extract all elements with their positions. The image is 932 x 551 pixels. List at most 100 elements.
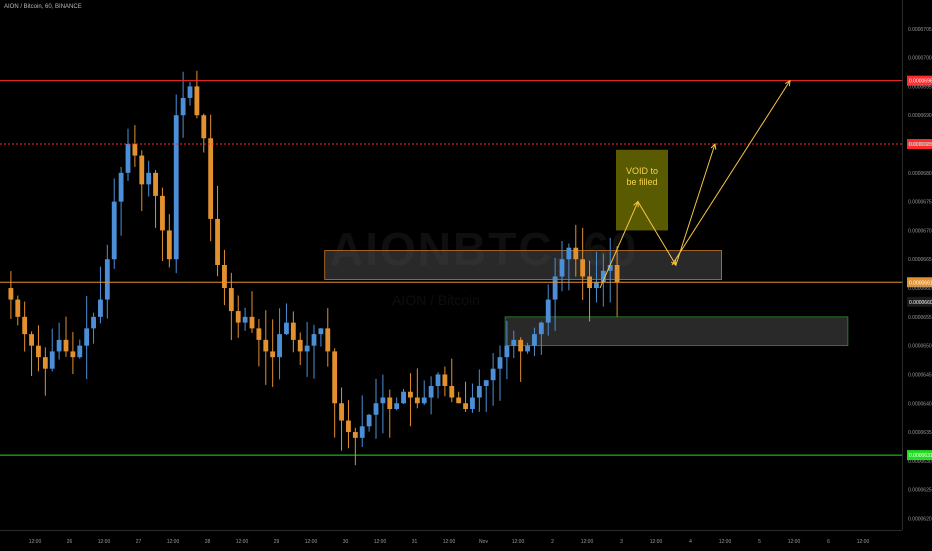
candle-body xyxy=(249,316,255,329)
void-note-line-0: VOID to xyxy=(626,166,658,176)
y-tick-label: 0.0000655 xyxy=(908,315,932,321)
x-tick-label: 29 xyxy=(274,539,280,545)
candle-body xyxy=(580,259,586,277)
candle-body xyxy=(284,322,289,335)
y-tick-label: 0.0000685 xyxy=(908,142,932,148)
candle-body xyxy=(497,357,503,369)
y-tick-label: 0.0000660 xyxy=(908,286,932,292)
x-tick-label: 12:00 xyxy=(650,539,663,545)
candle-body xyxy=(277,334,282,358)
candle-body xyxy=(91,316,96,329)
candle-body xyxy=(98,299,103,317)
level-tag-3 xyxy=(907,450,932,461)
candle-body xyxy=(504,345,510,358)
candle-body xyxy=(208,138,214,219)
y-tick-label: 0.0000695 xyxy=(908,84,932,90)
candle-body xyxy=(483,380,489,386)
candle-body xyxy=(325,328,331,352)
x-tick-label: Nov xyxy=(479,539,488,545)
y-tick-label: 0.0000690 xyxy=(908,113,932,119)
candle-body xyxy=(421,397,427,404)
candle-body xyxy=(545,299,551,323)
candle-body xyxy=(456,397,462,404)
candle-body xyxy=(463,403,468,410)
candle-body xyxy=(476,385,482,398)
price-tag-secondary xyxy=(907,296,932,307)
candle-body xyxy=(63,339,69,352)
x-tick-label: 28 xyxy=(205,539,211,545)
x-tick-label: 5 xyxy=(758,539,761,545)
x-tick-label: 2 xyxy=(551,539,554,545)
candle-body xyxy=(566,247,572,260)
x-tick-label: 3 xyxy=(620,539,623,545)
arrow-head-1 xyxy=(633,200,639,208)
candle-body xyxy=(118,172,124,202)
arrow-head-4 xyxy=(784,79,791,87)
candle-body xyxy=(132,144,138,156)
candle-body xyxy=(29,334,34,346)
y-tick-label: 0.0000630 xyxy=(908,459,932,465)
candle-body xyxy=(380,397,386,404)
level-tag-label-3: 0.0000631 xyxy=(909,453,932,459)
x-tick-label: 12:00 xyxy=(512,539,525,545)
candle-body xyxy=(352,432,358,438)
candle-body xyxy=(304,345,310,352)
candle-body xyxy=(511,339,517,346)
candle-body xyxy=(600,270,606,283)
x-tick-label: 12:00 xyxy=(167,539,180,545)
candle-body xyxy=(387,397,393,410)
candle-body xyxy=(160,195,165,231)
candle-body xyxy=(435,374,441,386)
candle-body xyxy=(339,403,344,421)
candle-body xyxy=(614,265,620,283)
watermark-description: AION / Bitcoin xyxy=(392,292,480,308)
candle-body xyxy=(346,420,351,433)
level-tag-0 xyxy=(907,75,932,86)
candle-body xyxy=(180,97,186,116)
candle-body xyxy=(201,115,207,139)
candle-body xyxy=(311,334,317,346)
price-axis[interactable] xyxy=(902,0,932,530)
candle-body xyxy=(84,328,90,346)
candle-body xyxy=(187,86,193,98)
x-tick-label: 12:00 xyxy=(581,539,594,545)
x-tick-label: 12:00 xyxy=(236,539,249,545)
candle-body xyxy=(552,276,558,300)
x-tick-label: 6 xyxy=(827,539,830,545)
candle-body xyxy=(242,316,248,323)
candle-body xyxy=(401,391,406,404)
candle-body xyxy=(111,201,117,260)
y-tick-label: 0.0000635 xyxy=(908,430,932,436)
y-tick-label: 0.0000665 xyxy=(908,257,932,263)
candle-body xyxy=(256,328,262,340)
candle-body xyxy=(235,311,241,323)
level-tag-2 xyxy=(907,277,932,288)
candle-body xyxy=(559,259,565,277)
y-tick-label: 0.0000700 xyxy=(908,56,932,62)
candle-body xyxy=(222,265,227,289)
candle-body xyxy=(166,230,172,260)
time-axis[interactable] xyxy=(0,530,902,551)
candle-body xyxy=(22,316,28,335)
candle-body xyxy=(215,218,220,265)
candle-body xyxy=(332,351,338,404)
arrow-head-3 xyxy=(710,142,717,150)
x-tick-label: 4 xyxy=(689,539,692,545)
candle-body xyxy=(428,385,434,398)
candle-body xyxy=(538,322,544,335)
candle-body xyxy=(297,339,303,352)
candle-body xyxy=(8,288,14,300)
y-tick-label: 0.0000625 xyxy=(908,488,932,494)
level-tag-label-0: 0.0000696 xyxy=(909,79,932,85)
candle-body xyxy=(442,374,448,386)
x-tick-label: 12:00 xyxy=(443,539,456,545)
candle-body xyxy=(146,172,152,185)
candle-body xyxy=(125,144,131,173)
candle-body xyxy=(573,247,579,260)
candle-body xyxy=(449,385,455,398)
candle-body xyxy=(470,397,475,410)
x-tick-label: 12:00 xyxy=(719,539,732,545)
candle-body xyxy=(594,282,599,289)
x-tick-label: 12:00 xyxy=(29,539,42,545)
